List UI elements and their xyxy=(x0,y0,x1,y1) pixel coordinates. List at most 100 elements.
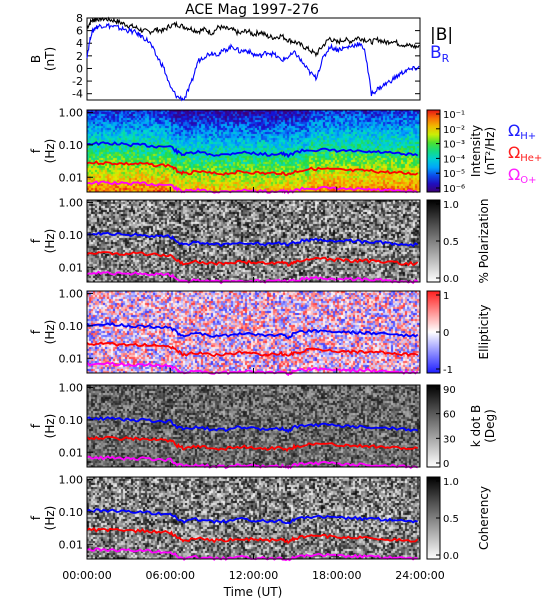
cbar-tick-label: 10⁻⁵ xyxy=(443,169,465,180)
gyro-line-H-polarization xyxy=(86,231,419,248)
x-tick-label: 24:00:00 xyxy=(395,569,444,582)
panel-coherency: 1.00 0.10 0.01 f (Hz) 1.0 0.5 0.0 Coherency xyxy=(29,474,491,562)
gyro-line-O-ellipticity xyxy=(86,361,419,377)
freq-ylabel-line1: f xyxy=(29,423,43,428)
cbar-label-line2: (Deg) xyxy=(483,409,497,443)
cbar-label-line2: (nT²/Hz) xyxy=(483,127,497,175)
freq-tick-label: 1.00 xyxy=(59,107,84,120)
b-ylabel-line1: B xyxy=(29,55,43,63)
cbar-tick-label: 10⁻⁶ xyxy=(443,184,465,195)
polarization-heatmap xyxy=(87,200,420,282)
panel-polarization: 1.00 0.10 0.01 f (Hz) 1.0 0.5 0.0 % Polarization xyxy=(29,197,491,285)
legend-br-sub: R xyxy=(442,52,450,65)
freq-ylabel-line1: f xyxy=(29,329,43,334)
cbar-tick-label: 0.5 xyxy=(443,514,459,525)
legend-omega-h-main: Ω xyxy=(508,121,520,140)
legend-omega-h: ΩH+ xyxy=(508,121,536,142)
x-tick-label: 18:00:00 xyxy=(312,569,361,582)
b-ytick-label: 4 xyxy=(76,37,83,50)
freq-tick-label: 1.00 xyxy=(59,474,84,487)
cbar-tick-label: -1 xyxy=(443,365,453,376)
gyro-line-O-intensity xyxy=(86,180,419,195)
cbar-tick-label: 0.5 xyxy=(443,237,459,248)
ellipticity-heatmap xyxy=(87,291,420,373)
gyro-line-H-coherency xyxy=(86,508,418,525)
intensity-colorbar xyxy=(426,109,441,193)
b-series-line-1 xyxy=(86,22,420,102)
gyro-line-He-polarization xyxy=(86,251,419,267)
x-axis-ticks: 00:00:00 06:00:00 12:00:00 18:00:00 24:00:00 xyxy=(62,569,444,582)
b-ytick-label: -4 xyxy=(72,88,83,101)
gyro-line-H-intensity xyxy=(86,141,419,159)
b-panel-frame xyxy=(86,17,421,101)
legend-omega-o-sub: O+ xyxy=(520,175,536,186)
freq-tick-label: 0.10 xyxy=(59,139,84,152)
b-ytick-label: 6 xyxy=(76,25,83,38)
cbar-tick-label: 0 xyxy=(443,328,449,339)
kdotb-heatmap xyxy=(87,385,420,467)
freq-ylabel-line1: f xyxy=(29,238,43,243)
x-tick-label: 06:00:00 xyxy=(146,569,195,582)
freq-tick-label: 1.00 xyxy=(59,382,84,395)
freq-ylabel-line2: (Hz) xyxy=(43,229,57,254)
cbar-tick-label: 0.0 xyxy=(443,274,459,285)
b-ytick-label: 2 xyxy=(76,50,83,63)
cbar-tick-label: 30 xyxy=(443,434,456,445)
cbar-tick-label: 0 xyxy=(443,459,449,470)
legend-omega-o-main: Ω xyxy=(508,165,520,184)
legend-omega-o: ΩO+ xyxy=(508,165,536,186)
legend-omega-he-sub: He+ xyxy=(520,153,542,164)
panel-intensity: 1.00 0.10 0.01 f (Hz) 10⁻¹ 10⁻² 10⁻³ 10⁻⁴ 10⁻⁵ 10⁻… xyxy=(29,107,497,195)
gyro-legend: ΩH+ ΩHe+ ΩO+ xyxy=(508,121,542,186)
legend-abs-b: |B| xyxy=(430,25,453,45)
freq-tick-label: 0.10 xyxy=(59,414,84,427)
cbar-tick-label: 60 xyxy=(443,410,456,421)
freq-ylabel-line2: (Hz) xyxy=(43,139,57,164)
b-series-line-0 xyxy=(86,16,420,58)
freq-tick-label: 0.01 xyxy=(59,538,84,551)
freq-tick-label: 1.00 xyxy=(59,197,84,210)
b-ytick-label: 0 xyxy=(76,62,83,75)
freq-tick-label: 0.01 xyxy=(59,171,84,184)
gyro-line-O-kdotb xyxy=(86,455,419,470)
freq-tick-label: 0.01 xyxy=(59,261,84,274)
gyro-line-He-coherency xyxy=(86,527,419,545)
gyro-line-He-ellipticity xyxy=(86,341,419,358)
freq-ylabel-line2: (Hz) xyxy=(43,320,57,345)
cbar-label-line1: Intensity xyxy=(469,125,483,177)
kdotb-colorbar xyxy=(426,384,441,468)
cbar-tick-label: 10⁻² xyxy=(443,125,465,136)
gyro-line-H-kdotb xyxy=(86,416,419,434)
b-ytick-label: -2 xyxy=(72,75,83,88)
cbar-tick-label: 0.0 xyxy=(443,551,459,562)
cbar-tick-label: 10⁻³ xyxy=(443,140,465,151)
freq-tick-label: 0.01 xyxy=(59,446,84,459)
cbar-tick-label: 10⁻⁴ xyxy=(443,154,465,165)
freq-ylabel-line2: (Hz) xyxy=(43,414,57,439)
b-ytick-label: 8 xyxy=(76,12,83,25)
cbar-tick-label: 1.0 xyxy=(443,200,459,211)
cbar-tick-label: 90 xyxy=(443,385,456,396)
spectrogram-panels: 1.000.100.01f (Hz)10⁻¹10⁻²10⁻³10⁻⁴10⁻⁵10⁻… xyxy=(29,107,497,562)
freq-tick-label: 0.10 xyxy=(59,320,84,333)
x-axis-label: Time (UT) xyxy=(223,585,283,599)
freq-tick-label: 0.10 xyxy=(59,229,84,242)
panel-kdotb: 1.00 0.10 0.01 f (Hz) 90 60 30 0 k dot B (Deg) xyxy=(29,382,497,470)
cbar-tick-label: 10⁻¹ xyxy=(443,110,465,121)
freq-ylabel-line1: f xyxy=(29,515,43,520)
freq-tick-label: 1.00 xyxy=(59,288,84,301)
x-tick-label: 00:00:00 xyxy=(62,569,111,582)
panel-ellipticity: 1.00 0.10 0.01 f (Hz) 1 0 -1 Ellipticity xyxy=(29,288,491,377)
b-series-lines xyxy=(86,16,420,102)
legend-br: BR xyxy=(430,43,450,65)
x-tick-label: 12:00:00 xyxy=(229,569,278,582)
freq-ylabel-line1: f xyxy=(29,148,43,153)
freq-ylabel-line2: (Hz) xyxy=(43,506,57,531)
cbar-tick-label: 1.0 xyxy=(443,477,459,488)
gyro-line-He-kdotb xyxy=(86,435,419,453)
gyro-line-He-intensity xyxy=(86,160,419,177)
cbar-tick-label: 1 xyxy=(443,291,449,302)
